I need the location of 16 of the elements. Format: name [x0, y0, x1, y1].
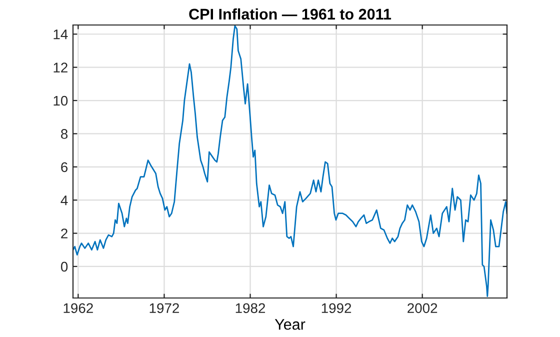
x-tick-label: 1992: [322, 303, 352, 314]
x-tick-label: 1982: [236, 303, 265, 314]
y-tick-label: 6: [61, 162, 68, 172]
y-tick-label: 2: [61, 228, 68, 238]
y-tick-label: 0: [60, 262, 68, 272]
x-tick-label: 1962: [64, 303, 93, 314]
y-tick-label: 8: [61, 129, 68, 139]
x-tick-label: 2002: [408, 303, 438, 314]
x-tick-label: 1972: [150, 303, 179, 314]
y-tick-label: 14: [54, 30, 68, 40]
y-tick-label: 12: [54, 62, 68, 72]
x-axis-title: Year: [274, 319, 306, 330]
y-tick-label: 4: [60, 196, 68, 206]
line-series: [73, 25, 507, 298]
y-tick-label: 10: [54, 96, 68, 106]
chart-title: CPI Inflation — 1961 to 2011: [189, 8, 392, 20]
